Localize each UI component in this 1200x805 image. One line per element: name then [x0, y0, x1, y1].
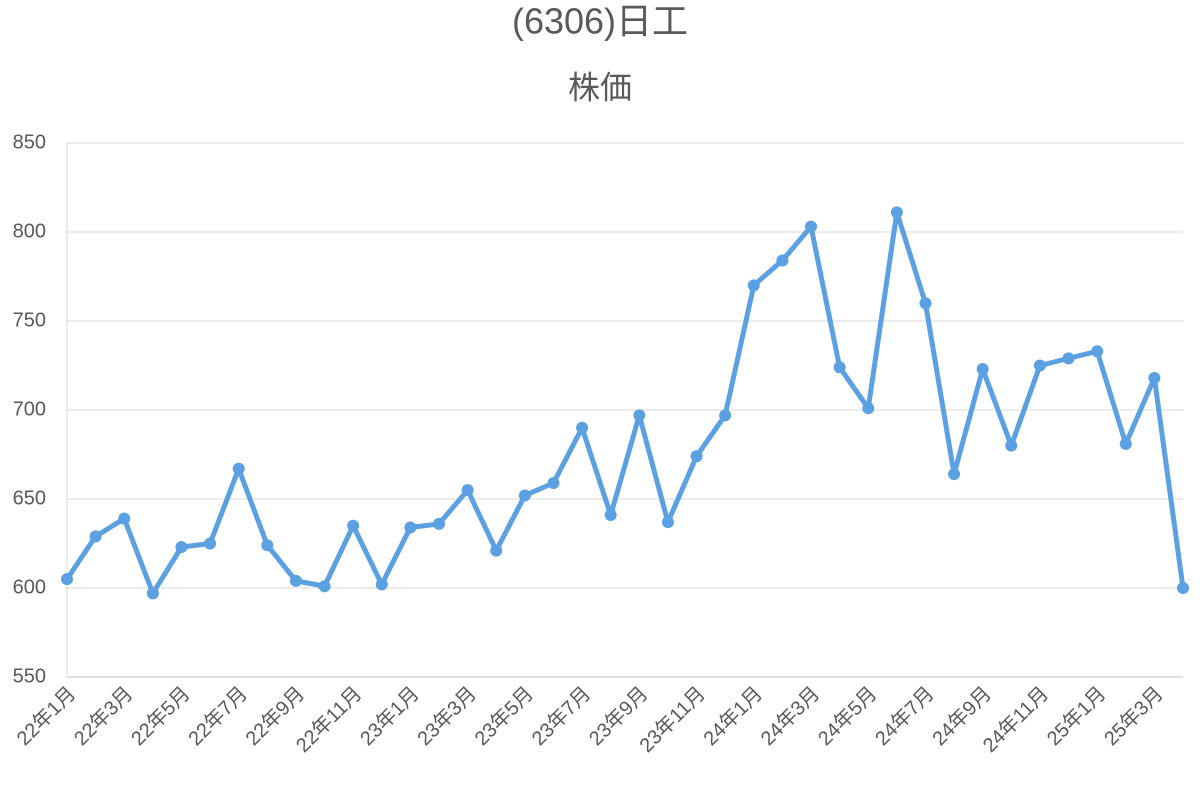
marker [261, 539, 274, 552]
y-tick-label: 750 [13, 309, 46, 331]
x-tick-label: 24年7月 [871, 682, 939, 750]
y-tick-label: 650 [13, 487, 46, 509]
marker [1177, 582, 1189, 594]
marker [919, 297, 932, 310]
marker [518, 489, 531, 502]
marker [747, 279, 760, 292]
y-tick-label: 800 [13, 220, 46, 242]
marker [1119, 437, 1132, 450]
marker [604, 509, 617, 522]
x-tick-label: 22年7月 [184, 682, 252, 750]
marker [1148, 371, 1161, 384]
x-tick-label: 24年5月 [813, 682, 881, 750]
marker [375, 578, 388, 591]
marker [690, 450, 703, 463]
marker [232, 462, 245, 475]
x-tick-label: 23年3月 [413, 682, 481, 750]
marker [862, 402, 875, 415]
marker [347, 519, 360, 532]
x-tick-label: 22年3月 [69, 682, 137, 750]
marker [1091, 345, 1104, 358]
x-tick-label: 23年7月 [527, 682, 595, 750]
marker [175, 541, 188, 554]
marker [890, 206, 903, 219]
marker [61, 573, 73, 586]
y-tick-label: 600 [13, 576, 46, 598]
marker [776, 254, 789, 267]
x-tick-label: 25年1月 [1042, 682, 1110, 750]
chart-title: (6306)日工 [512, 1, 688, 42]
y-tick-label: 850 [13, 131, 46, 153]
x-tick-label: 24年3月 [756, 682, 824, 750]
marker [576, 421, 589, 434]
marker [633, 409, 646, 422]
x-tick-label: 23年1月 [356, 682, 424, 750]
y-tick-label: 550 [13, 665, 46, 687]
marker [490, 544, 503, 557]
marker [461, 484, 474, 497]
marker [318, 580, 331, 593]
x-tick-label: 24年1月 [699, 682, 767, 750]
marker [948, 468, 961, 481]
marker [661, 516, 674, 529]
x-tick-label: 22年5月 [127, 682, 195, 750]
marker [547, 476, 560, 489]
marker [1062, 352, 1075, 365]
x-tick-label: 22年1月 [12, 682, 80, 750]
chart-subtitle: 株価 [568, 69, 632, 105]
marker [833, 361, 846, 374]
marker [719, 409, 732, 422]
marker [289, 574, 302, 587]
y-tick-label: 700 [13, 398, 46, 420]
x-tick-label: 25年3月 [1100, 682, 1168, 750]
marker [1033, 359, 1046, 372]
marker [118, 512, 131, 525]
x-tick-label: 23年5月 [470, 682, 538, 750]
marker [1005, 439, 1018, 452]
line [64, 209, 1186, 596]
marker [204, 537, 217, 550]
marker [146, 587, 159, 600]
marker [805, 220, 817, 233]
marker [404, 521, 417, 534]
marker [89, 530, 102, 543]
marker [976, 363, 989, 376]
marker [433, 517, 445, 530]
